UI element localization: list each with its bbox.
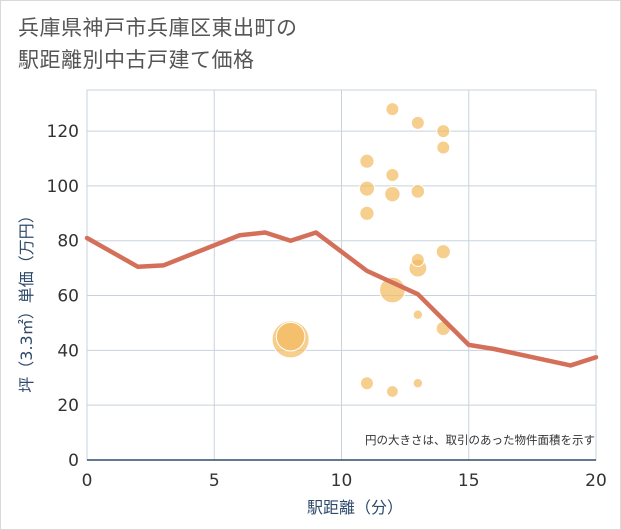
data-bubble [358, 180, 376, 197]
data-bubble [359, 153, 375, 169]
x-tick-label: 10 [331, 471, 353, 491]
x-tick-label: 5 [209, 471, 220, 491]
data-bubble [386, 385, 399, 398]
data-bubble [410, 252, 425, 267]
data-bubble [412, 378, 424, 389]
data-bubble [410, 115, 425, 130]
y-tick-label: 20 [57, 396, 79, 416]
data-bubble [359, 376, 374, 391]
y-tick-label: 100 [47, 177, 79, 197]
data-bubble [384, 185, 401, 203]
chart-title-line-1: 兵庫県神戸市兵庫区東出町の [18, 16, 298, 40]
x-tick-label: 0 [82, 471, 93, 491]
data-bubble [410, 184, 426, 199]
x-tick-label: 15 [458, 471, 480, 491]
y-tick-label: 80 [57, 232, 79, 252]
data-bubble [436, 124, 451, 139]
data-bubble [275, 321, 306, 352]
data-bubble [385, 167, 400, 182]
x-axis-title: 駅距離（分） [307, 498, 403, 517]
chart-title: 兵庫県神戸市兵庫区東出町の 駅距離別中古戸建て価格 [18, 12, 298, 76]
line-layer [84, 230, 599, 368]
data-bubble [385, 102, 400, 117]
y-tick-label: 0 [68, 451, 79, 471]
data-bubble [359, 205, 375, 221]
y-tick-label: 40 [57, 341, 79, 361]
axis-layer: 0 20 40 60 80 100 120 0 5 10 15 20 [47, 122, 607, 491]
data-bubble [436, 140, 451, 155]
x-tick-label: 20 [585, 471, 607, 491]
bubble-size-note: 円の大きさは、取引のあった物件面積を示す [365, 433, 595, 447]
price-line [84, 230, 599, 368]
data-bubble [412, 309, 424, 320]
data-bubble [435, 244, 451, 260]
chart-title-line-2: 駅距離別中古戸建て価格 [18, 48, 255, 72]
bubble-layer [271, 102, 451, 398]
y-tick-label: 60 [57, 287, 79, 307]
y-tick-label: 120 [47, 122, 79, 142]
grid-layer [86, 89, 597, 461]
y-axis-title: 坪（3.3㎡）単価（万円） [17, 207, 36, 392]
